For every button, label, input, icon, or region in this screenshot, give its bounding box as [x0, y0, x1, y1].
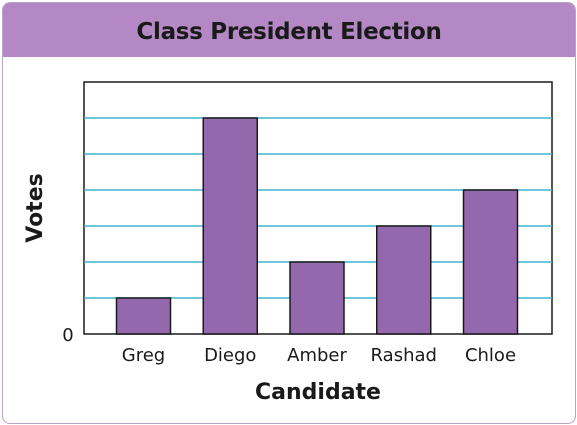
x-tick-label: Amber: [287, 345, 347, 366]
y-tick-label: 0: [62, 325, 73, 346]
title-bar: Class President Election: [3, 3, 575, 57]
bar-rashad: [376, 225, 432, 335]
bars: [115, 117, 519, 335]
x-tick-label: Chloe: [465, 345, 516, 366]
bar-chloe: [462, 189, 519, 335]
x-tick-label: Diego: [204, 345, 256, 366]
x-tick-label: Rashad: [371, 345, 437, 366]
bar-amber: [289, 261, 345, 335]
chart-title: Class President Election: [136, 19, 442, 45]
bar-greg: [115, 297, 172, 335]
y-axis-label: Votes: [23, 173, 48, 242]
x-tick-label: Greg: [122, 345, 165, 366]
x-axis-label: Candidate: [255, 380, 381, 405]
x-tick-labels: Greg Diego Amber Rashad Chloe: [122, 345, 516, 366]
bar-diego: [202, 117, 258, 335]
